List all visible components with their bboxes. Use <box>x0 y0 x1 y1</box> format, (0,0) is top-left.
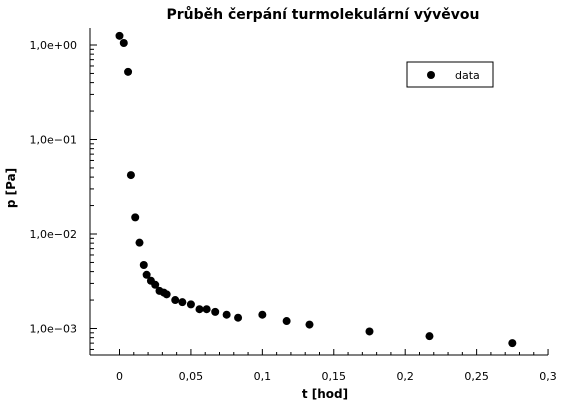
data-point <box>234 313 243 322</box>
data-points <box>115 31 517 348</box>
x-axis-label: t [hod] <box>302 387 348 401</box>
x-tick-label: 0 <box>116 370 123 383</box>
data-point <box>305 320 314 329</box>
x-tick-label: 0,05 <box>179 370 204 383</box>
data-point <box>151 280 160 289</box>
data-point <box>178 298 187 307</box>
data-point <box>195 305 204 314</box>
legend-box <box>406 61 494 88</box>
legend-marker <box>427 71 435 79</box>
y-axis-label: p [Pa] <box>4 168 18 208</box>
data-point <box>211 307 220 316</box>
y-tick-label: 1,0e−02 <box>30 228 77 241</box>
data-point <box>425 332 434 341</box>
data-point <box>282 317 291 326</box>
data-point <box>222 310 231 319</box>
data-point <box>126 171 135 180</box>
data-point <box>258 310 267 319</box>
tick-group: 0 0,05 0,1 0,15 0,2 0,25 0,3 1,0e+00 1,0e−01 1,0e… <box>30 39 557 383</box>
chart-title: Průběh čerpání turmolekulární vývěvou <box>166 6 479 23</box>
legend-label: data <box>455 69 480 82</box>
y-tick-label: 1,0e−01 <box>30 134 77 147</box>
data-point <box>202 305 211 314</box>
data-point <box>135 238 144 247</box>
x-tick-label: 0,1 <box>254 370 272 383</box>
x-tick-label: 0,15 <box>322 370 347 383</box>
data-point <box>162 290 171 299</box>
data-point <box>508 339 517 348</box>
y-tick-label: 1,0e−03 <box>30 323 77 336</box>
data-point <box>365 327 374 336</box>
data-point <box>186 300 195 309</box>
data-point <box>139 260 148 269</box>
x-tick-label: 0,3 <box>539 370 557 383</box>
data-point <box>142 270 151 279</box>
data-point <box>124 67 133 76</box>
x-tick-label: 0,2 <box>396 370 414 383</box>
legend: data <box>406 61 494 88</box>
x-tick-label: 0,25 <box>464 370 489 383</box>
data-point <box>119 38 128 47</box>
data-point <box>171 296 180 305</box>
y-tick-label: 1,0e+00 <box>30 39 77 52</box>
data-point <box>131 213 140 222</box>
data-point <box>115 31 124 40</box>
